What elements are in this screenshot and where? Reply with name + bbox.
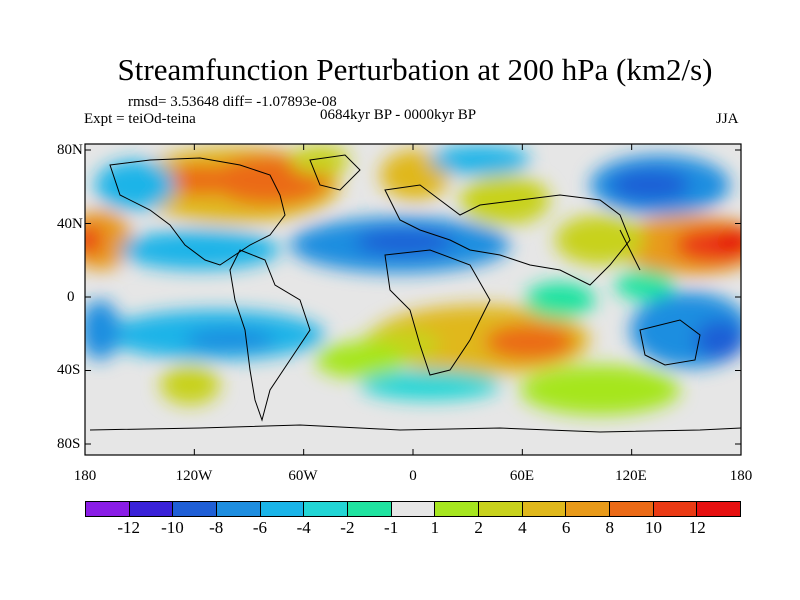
colorbar-label: 4 [518,518,527,537]
colorbar-label: 10 [645,518,663,537]
lon-label-0: 0 [409,468,417,484]
colorbar-swatch [697,502,741,516]
colorbar-swatch [348,502,392,516]
colorbar-label: -10 [161,518,184,537]
colorbar-swatch [260,502,305,516]
colorbar-label: -12 [117,518,141,537]
colorbar-label: 1 [430,518,440,537]
colorbar-swatch [653,502,698,516]
axis-ticks [84,144,742,455]
lat-label-40s: 40S [57,362,81,378]
coastlines [89,154,741,433]
anomaly-blobs [85,145,741,415]
colorbar-swatch [610,502,654,516]
lat-label-eq: 0 [67,289,75,305]
colorbar-label: -4 [296,518,311,537]
colorbar-label: 2 [474,518,483,537]
colorbar-swatch [479,502,523,516]
colorbar-swatch [391,502,436,516]
lon-label-180e: 180 [729,468,753,484]
colorbar-label: 8 [605,518,615,537]
colorbar-swatch [129,502,174,516]
colorbar-label: -8 [209,518,224,537]
colorbar-swatch [566,502,611,516]
lon-label-60e: 60E [509,468,535,484]
colorbar-label: 12 [688,518,706,537]
colorbar-label: -6 [252,518,268,537]
colorbar-swatch [435,502,480,516]
colorbar-swatch [173,502,218,516]
lat-label-80s: 80S [57,436,81,452]
lat-label-40n: 40N [57,216,83,232]
season-text: JJA [716,111,739,127]
colorbar-swatch [86,502,130,516]
colorbar-label: -2 [340,518,355,537]
lon-label-180w: 180 [73,468,97,484]
colorbar-swatch [304,502,349,516]
chart-title: Streamfunction Perturbation at 200 hPa (… [117,52,713,87]
colorbar-label: 6 [561,518,571,537]
experiment-text: Expt = teiOd-teina [84,111,196,127]
field-layer [85,144,741,455]
colorbar-swatch [217,502,261,516]
lon-label-120w: 120W [175,468,213,484]
lat-label-80n: 80N [57,142,83,158]
period-text: 0684kyr BP - 0000kyr BP [320,107,477,123]
colorbar-label: -1 [384,518,399,537]
stats-text: rmsd= 3.53648 diff= -1.07893e-08 [128,94,337,110]
colorbar-swatch [522,502,567,516]
lon-label-60w: 60W [288,468,318,484]
colorbar [85,501,741,517]
lon-label-120e: 120E [615,468,647,484]
